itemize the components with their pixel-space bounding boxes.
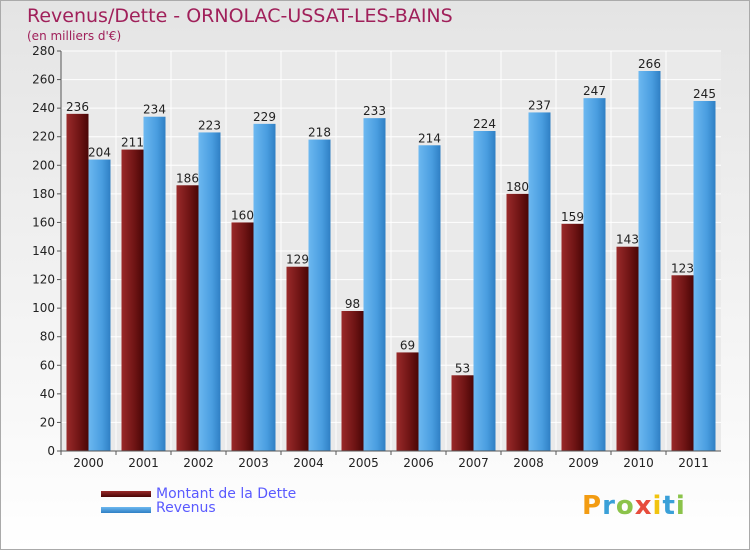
chart-title: Revenus/Dette - ORNOLAC-USSAT-LES-BAINS — [27, 5, 453, 27]
data-label-dette: 211 — [121, 136, 144, 150]
x-tick-label: 2008 — [513, 456, 544, 470]
bar-revenus — [473, 131, 496, 451]
x-tick-label: 2000 — [73, 456, 104, 470]
bar-dette — [506, 193, 529, 451]
proxiti-logo: Proxiti — [582, 491, 686, 521]
data-label-revenus: 214 — [418, 131, 441, 145]
y-tick-label: 240 — [32, 101, 55, 115]
bar-revenus — [198, 132, 221, 451]
bar-dette — [121, 149, 144, 452]
data-label-revenus: 233 — [363, 104, 386, 118]
bar-revenus — [418, 145, 441, 452]
logo-letter: i — [675, 491, 686, 521]
data-label-revenus: 204 — [88, 146, 111, 160]
x-tick-label: 2011 — [678, 456, 709, 470]
y-tick-label: 220 — [32, 130, 55, 144]
legend-label-revenus: Revenus — [156, 500, 216, 516]
logo-letter: r — [602, 491, 616, 521]
logo-letter: t — [662, 491, 676, 521]
bar-revenus — [308, 139, 331, 452]
x-tick-label: 2005 — [348, 456, 379, 470]
data-label-revenus: 223 — [198, 118, 221, 132]
bar-revenus — [693, 101, 716, 451]
legend-label-dette: Montant de la Dette — [156, 486, 297, 502]
data-label-revenus: 229 — [253, 110, 276, 124]
data-label-revenus: 245 — [693, 87, 716, 101]
x-tick-label: 2001 — [128, 456, 159, 470]
y-tick-label: 140 — [32, 244, 55, 258]
y-tick-label: 280 — [32, 44, 55, 58]
data-label-dette: 98 — [345, 297, 360, 311]
bar-revenus — [363, 118, 386, 452]
bar-revenus — [88, 159, 111, 452]
bar-dette — [286, 266, 309, 451]
y-tick-label: 0 — [47, 444, 55, 458]
y-tick-label: 80 — [40, 330, 55, 344]
data-label-revenus: 234 — [143, 103, 166, 117]
logo-letter: x — [634, 491, 653, 521]
bar-dette — [231, 222, 254, 451]
data-label-dette: 123 — [671, 261, 694, 275]
logo-letter: o — [615, 491, 635, 521]
data-label-dette: 160 — [231, 208, 254, 222]
data-label-dette: 180 — [506, 180, 529, 194]
data-label-dette: 53 — [455, 361, 470, 375]
logo-letter: i — [652, 491, 663, 521]
logo-letter: P — [582, 491, 603, 521]
data-label-dette: 186 — [176, 171, 199, 185]
bar-revenus — [583, 98, 606, 452]
bar-dette — [176, 185, 199, 452]
bar-dette — [341, 311, 364, 451]
bar-revenus — [143, 116, 166, 451]
bar-dette — [66, 113, 89, 451]
x-tick-label: 2002 — [183, 456, 214, 470]
y-tick-label: 60 — [40, 358, 55, 372]
x-tick-label: 2004 — [293, 456, 324, 470]
x-tick-label: 2010 — [623, 456, 654, 470]
y-tick-label: 120 — [32, 273, 55, 287]
data-label-dette: 159 — [561, 210, 584, 224]
legend-swatch-revenus — [101, 507, 151, 513]
y-tick-label: 20 — [40, 415, 55, 429]
x-tick-label: 2006 — [403, 456, 434, 470]
x-tick-label: 2003 — [238, 456, 269, 470]
legend-swatch-dette — [101, 491, 151, 497]
y-tick-label: 180 — [32, 187, 55, 201]
bar-revenus — [253, 123, 276, 451]
data-label-revenus: 247 — [583, 84, 606, 98]
y-tick-label: 260 — [32, 73, 55, 87]
data-label-dette: 236 — [66, 100, 89, 114]
bar-revenus — [638, 71, 661, 451]
y-tick-label: 100 — [32, 301, 55, 315]
y-tick-label: 200 — [32, 158, 55, 172]
bar-dette — [616, 246, 639, 451]
chart-subtitle: (en milliers d'€) — [27, 29, 122, 43]
x-tick-label: 2007 — [458, 456, 489, 470]
data-label-revenus: 224 — [473, 117, 496, 131]
bar-dette — [451, 375, 474, 451]
x-tick-label: 2009 — [568, 456, 599, 470]
data-label-revenus: 237 — [528, 98, 551, 112]
bar-revenus — [528, 112, 551, 451]
data-label-dette: 143 — [616, 233, 639, 247]
y-tick-label: 40 — [40, 387, 55, 401]
data-label-dette: 69 — [400, 338, 415, 352]
data-label-revenus: 266 — [638, 57, 661, 71]
bar-dette — [561, 223, 584, 451]
bar-dette — [671, 275, 694, 451]
data-label-dette: 129 — [286, 253, 309, 267]
data-label-revenus: 218 — [308, 126, 331, 140]
y-tick-label: 160 — [32, 215, 55, 229]
bar-dette — [396, 352, 419, 451]
